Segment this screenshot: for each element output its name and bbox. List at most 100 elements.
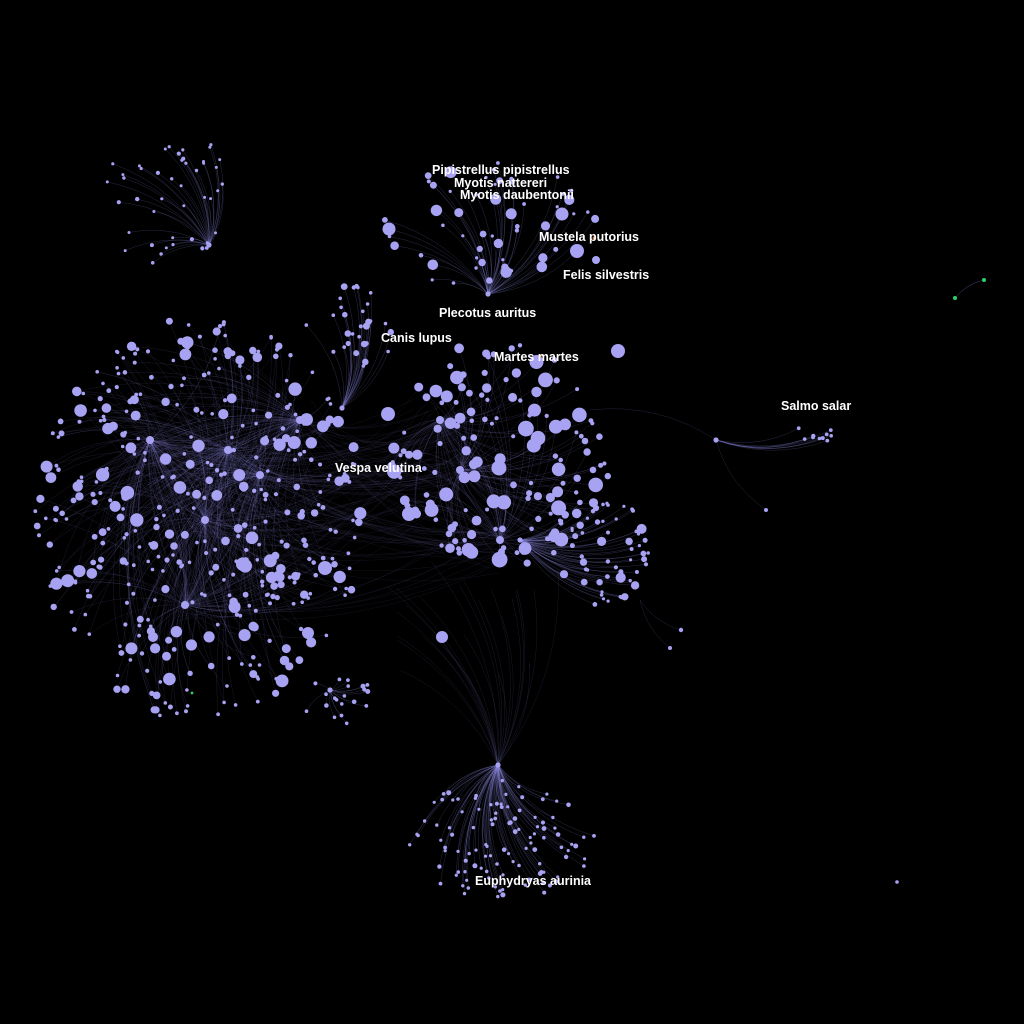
graph-node[interactable] bbox=[399, 495, 410, 506]
graph-node[interactable] bbox=[629, 558, 633, 562]
graph-node[interactable] bbox=[263, 497, 268, 502]
graph-node[interactable] bbox=[538, 862, 542, 866]
graph-node[interactable] bbox=[402, 507, 416, 521]
graph-node[interactable] bbox=[493, 885, 497, 889]
graph-node[interactable] bbox=[576, 521, 584, 529]
graph-node[interactable] bbox=[254, 455, 259, 460]
graph-node[interactable] bbox=[541, 881, 545, 886]
graph-node[interactable] bbox=[177, 337, 185, 345]
graph-node[interactable] bbox=[37, 533, 41, 538]
graph-node[interactable] bbox=[451, 281, 456, 285]
graph-node[interactable] bbox=[214, 231, 217, 235]
graph-node[interactable] bbox=[344, 721, 349, 726]
graph-node[interactable] bbox=[351, 699, 357, 705]
graph-node[interactable] bbox=[636, 523, 647, 534]
graph-node[interactable] bbox=[436, 416, 444, 424]
graph-node[interactable] bbox=[57, 418, 64, 425]
graph-node[interactable] bbox=[796, 426, 801, 431]
graph-node[interactable] bbox=[544, 413, 549, 418]
graph-node[interactable] bbox=[499, 525, 506, 533]
graph-node[interactable] bbox=[824, 432, 829, 437]
graph-node[interactable] bbox=[180, 383, 184, 388]
graph-node[interactable] bbox=[508, 345, 515, 352]
graph-node[interactable] bbox=[495, 762, 501, 768]
graph-node[interactable] bbox=[499, 805, 504, 809]
graph-node[interactable] bbox=[205, 460, 210, 465]
graph-node[interactable] bbox=[512, 829, 518, 835]
graph-node[interactable] bbox=[58, 430, 65, 437]
graph-node[interactable] bbox=[364, 341, 369, 346]
graph-node[interactable] bbox=[56, 467, 61, 473]
graph-node[interactable] bbox=[285, 662, 294, 671]
graph-node[interactable] bbox=[318, 462, 323, 467]
graph-node[interactable] bbox=[368, 291, 373, 295]
graph-node[interactable] bbox=[552, 486, 564, 498]
graph-node[interactable] bbox=[201, 516, 209, 524]
graph-node[interactable] bbox=[284, 404, 290, 410]
graph-node[interactable] bbox=[260, 436, 270, 446]
graph-node[interactable] bbox=[456, 870, 461, 874]
graph-node[interactable] bbox=[217, 324, 223, 329]
graph-node[interactable] bbox=[101, 414, 106, 419]
graph-node[interactable] bbox=[432, 469, 438, 475]
graph-node[interactable] bbox=[582, 864, 586, 868]
graph-node[interactable] bbox=[518, 420, 534, 437]
graph-node[interactable] bbox=[108, 498, 113, 503]
graph-node[interactable] bbox=[175, 711, 179, 716]
graph-node[interactable] bbox=[239, 662, 244, 666]
graph-node[interactable] bbox=[118, 644, 122, 648]
graph-node[interactable] bbox=[630, 581, 640, 590]
graph-node[interactable] bbox=[123, 622, 128, 627]
graph-node[interactable] bbox=[97, 396, 103, 402]
graph-node[interactable] bbox=[573, 843, 579, 849]
graph-node[interactable] bbox=[234, 612, 240, 617]
graph-node[interactable] bbox=[471, 515, 482, 526]
graph-node[interactable] bbox=[208, 145, 212, 149]
graph-node[interactable] bbox=[490, 351, 497, 358]
graph-node[interactable] bbox=[156, 554, 161, 559]
graph-node[interactable] bbox=[171, 647, 177, 652]
graph-node[interactable] bbox=[422, 819, 427, 823]
graph-node[interactable] bbox=[611, 344, 625, 358]
graph-node[interactable] bbox=[391, 466, 401, 476]
graph-node[interactable] bbox=[533, 492, 543, 501]
graph-node[interactable] bbox=[94, 480, 99, 484]
graph-node[interactable] bbox=[433, 424, 442, 433]
graph-node[interactable] bbox=[121, 685, 130, 694]
graph-node[interactable] bbox=[342, 694, 347, 698]
graph-node[interactable] bbox=[204, 246, 209, 250]
graph-node[interactable] bbox=[328, 402, 333, 406]
graph-node[interactable] bbox=[218, 158, 222, 162]
graph-node[interactable] bbox=[135, 347, 140, 352]
graph-node[interactable] bbox=[430, 278, 434, 282]
graph-node[interactable] bbox=[625, 537, 633, 546]
graph-node[interactable] bbox=[281, 434, 291, 443]
graph-node[interactable] bbox=[564, 194, 575, 205]
graph-node[interactable] bbox=[452, 538, 459, 545]
graph-node[interactable] bbox=[548, 511, 553, 516]
graph-node[interactable] bbox=[124, 561, 129, 566]
graph-node[interactable] bbox=[482, 416, 488, 423]
graph-node[interactable] bbox=[270, 582, 278, 590]
graph-node[interactable] bbox=[485, 397, 490, 402]
graph-node[interactable] bbox=[244, 568, 249, 572]
graph-node[interactable] bbox=[156, 504, 162, 510]
graph-node[interactable] bbox=[461, 234, 465, 238]
graph-node[interactable] bbox=[240, 484, 248, 492]
graph-node[interactable] bbox=[439, 487, 454, 502]
graph-node[interactable] bbox=[163, 701, 168, 705]
graph-node[interactable] bbox=[230, 435, 234, 440]
graph-node[interactable] bbox=[559, 845, 564, 850]
graph-node[interactable] bbox=[83, 612, 88, 617]
graph-node[interactable] bbox=[953, 296, 957, 300]
graph-node[interactable] bbox=[458, 471, 471, 484]
graph-node[interactable] bbox=[368, 319, 373, 323]
graph-node[interactable] bbox=[387, 328, 394, 336]
graph-node[interactable] bbox=[185, 688, 189, 692]
graph-node[interactable] bbox=[87, 632, 92, 636]
graph-node[interactable] bbox=[555, 207, 569, 221]
graph-node[interactable] bbox=[408, 843, 412, 847]
graph-node[interactable] bbox=[212, 327, 221, 336]
graph-node[interactable] bbox=[572, 533, 579, 540]
graph-node[interactable] bbox=[552, 453, 559, 459]
